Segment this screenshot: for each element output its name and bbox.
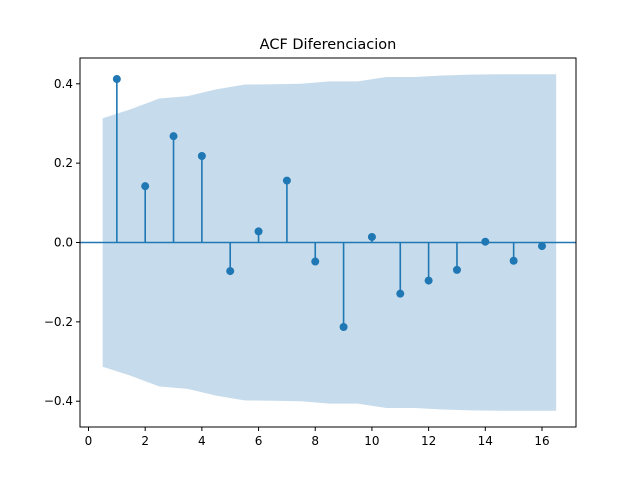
acf-point xyxy=(197,152,206,161)
acf-point xyxy=(452,265,461,274)
y-tick-label: 0.4 xyxy=(54,77,73,91)
x-tick-label: 16 xyxy=(534,434,549,448)
acf-point xyxy=(339,323,348,332)
acf-point xyxy=(112,75,121,84)
x-tick-label: 10 xyxy=(364,434,379,448)
axes: 0 2 4 6 8 10 12 14 16 −0.4 −0.2 0.0 0.2 0.4 xyxy=(44,57,577,448)
y-tick-label: 0.0 xyxy=(54,236,73,250)
x-tick-label: 0 xyxy=(85,434,93,448)
acf-point xyxy=(169,132,178,141)
acf-point xyxy=(141,182,150,191)
x-tick-label: 12 xyxy=(421,434,436,448)
y-tick-label: −0.2 xyxy=(44,315,73,329)
x-tick-label: 4 xyxy=(198,434,206,448)
acf-point xyxy=(481,237,490,246)
acf-point xyxy=(226,267,235,276)
y-tick-label: −0.4 xyxy=(44,394,73,408)
x-tick-label: 8 xyxy=(311,434,319,448)
stems xyxy=(80,75,576,332)
acf-point xyxy=(282,176,291,185)
acf-point xyxy=(509,256,518,265)
x-tick-label: 6 xyxy=(255,434,263,448)
acf-point xyxy=(311,257,320,266)
chart-title: ACF Diferenciacion xyxy=(260,37,397,53)
acf-point xyxy=(254,227,263,236)
acf-point xyxy=(424,276,433,285)
acf-point xyxy=(537,242,546,251)
acf-point xyxy=(367,232,376,241)
acf-point xyxy=(396,289,405,298)
x-tick-label: 2 xyxy=(141,434,149,448)
y-tick-label: 0.2 xyxy=(54,156,73,170)
x-tick-label: 14 xyxy=(478,434,493,448)
